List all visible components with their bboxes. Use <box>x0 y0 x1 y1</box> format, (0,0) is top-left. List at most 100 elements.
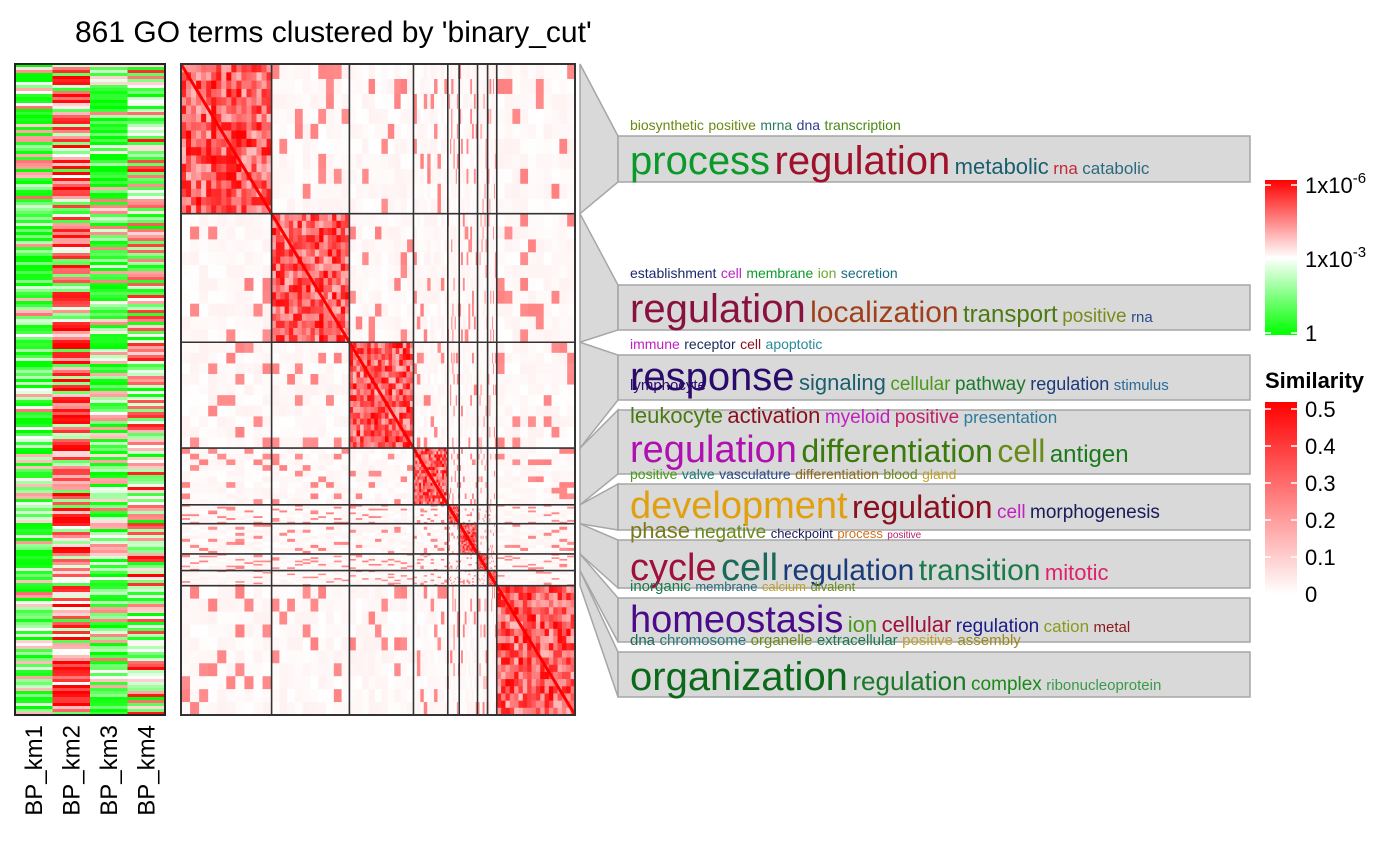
similarity-cell <box>493 213 495 227</box>
similarity-cell <box>186 188 192 198</box>
similarity-cell <box>482 64 484 80</box>
similarity-cell <box>559 303 568 317</box>
similarity-cell <box>452 426 454 438</box>
pvalue-cell <box>90 658 128 662</box>
similarity-cell <box>217 252 227 266</box>
pvalue-cell <box>90 424 128 428</box>
similarity-cell <box>226 64 232 73</box>
similarity-cell <box>420 183 425 200</box>
pvalue-cell <box>52 469 91 473</box>
similarity-cell <box>491 265 493 279</box>
similarity-cell <box>424 460 428 465</box>
pvalue-cell <box>52 223 91 227</box>
similarity-cell <box>399 406 404 414</box>
similarity-cell <box>448 470 451 477</box>
pvalue-cell <box>15 625 53 629</box>
similarity-cell <box>440 64 445 80</box>
similarity-cell <box>191 122 197 131</box>
pvalue-cell <box>15 346 53 350</box>
similarity-cell <box>310 437 319 449</box>
similarity-cell <box>384 365 389 372</box>
similarity-cell <box>287 123 296 140</box>
similarity-cell <box>287 499 296 506</box>
similarity-cell <box>490 316 492 330</box>
similarity-cell <box>231 122 237 131</box>
similarity-cell <box>406 412 411 419</box>
similarity-cell <box>543 303 552 317</box>
similarity-cell <box>394 470 401 477</box>
similarity-cell <box>417 476 420 480</box>
pvalue-cell <box>90 196 128 200</box>
similarity-cell <box>559 93 568 110</box>
similarity-cell <box>461 405 464 417</box>
similarity-cell <box>461 384 464 396</box>
similarity-cell <box>456 482 459 489</box>
similarity-cell <box>448 384 451 396</box>
pvalue-cell <box>15 385 53 389</box>
similarity-cell <box>470 363 473 375</box>
similarity-cell <box>496 265 505 279</box>
similarity-cell <box>302 352 311 364</box>
pvalue-cell <box>52 292 91 296</box>
similarity-cell <box>362 252 369 266</box>
similarity-cell <box>432 485 435 490</box>
similarity-cell <box>450 482 452 489</box>
similarity-cell <box>235 487 245 494</box>
similarity-cell <box>440 473 443 477</box>
similarity-cell <box>466 93 469 110</box>
similarity-cell <box>374 418 379 425</box>
similarity-cell <box>489 198 491 215</box>
similarity-cell <box>362 213 369 227</box>
similarity-cell <box>251 113 257 123</box>
similarity-cell <box>427 303 431 317</box>
similarity-cell <box>387 453 395 460</box>
pvalue-cell <box>127 655 166 659</box>
pvalue-cell <box>15 136 53 140</box>
pvalue-cell <box>15 289 53 293</box>
similarity-cell <box>256 64 262 73</box>
similarity-cell <box>181 342 191 354</box>
similarity-cell <box>484 416 486 428</box>
similarity-cell <box>451 198 453 215</box>
pvalue-cell <box>15 418 53 422</box>
similarity-cell <box>443 492 447 496</box>
similarity-cell <box>262 448 272 455</box>
similarity-cell <box>294 138 304 155</box>
similarity-cell <box>551 78 560 95</box>
similarity-cell <box>423 123 428 140</box>
similarity-cell <box>208 277 218 292</box>
similarity-cell <box>455 277 458 292</box>
similarity-cell <box>413 384 418 396</box>
similarity-cell <box>275 277 281 286</box>
pvalue-cell <box>90 220 128 224</box>
similarity-cell <box>235 239 245 253</box>
similarity-cell <box>384 412 389 419</box>
similarity-cell <box>490 405 492 417</box>
similarity-cell <box>512 437 521 449</box>
similarity-cell <box>466 395 469 407</box>
pvalue-cell <box>127 163 166 167</box>
similarity-cell <box>314 235 320 243</box>
similarity-cell <box>420 395 425 407</box>
similarity-cell <box>211 172 217 181</box>
pvalue-cell <box>127 523 166 527</box>
similarity-cell <box>478 426 480 438</box>
pvalue-cell <box>127 112 166 116</box>
similarity-cell <box>355 252 363 266</box>
pvalue-cell <box>90 118 128 122</box>
pvalue-cell <box>52 256 91 260</box>
similarity-cell <box>459 453 462 460</box>
similarity-cell <box>493 183 495 200</box>
similarity-cell <box>363 395 368 402</box>
pvalue-cell <box>90 604 128 608</box>
pvalue-cell <box>127 208 166 212</box>
similarity-cell <box>543 290 552 304</box>
similarity-cell <box>297 299 303 307</box>
similarity-cell <box>520 78 529 95</box>
similarity-cell <box>336 220 342 229</box>
similarity-cell <box>551 405 560 417</box>
similarity-cell <box>196 155 202 165</box>
similarity-cell <box>473 448 476 455</box>
similarity-cell <box>455 374 458 385</box>
similarity-cell <box>426 489 430 493</box>
